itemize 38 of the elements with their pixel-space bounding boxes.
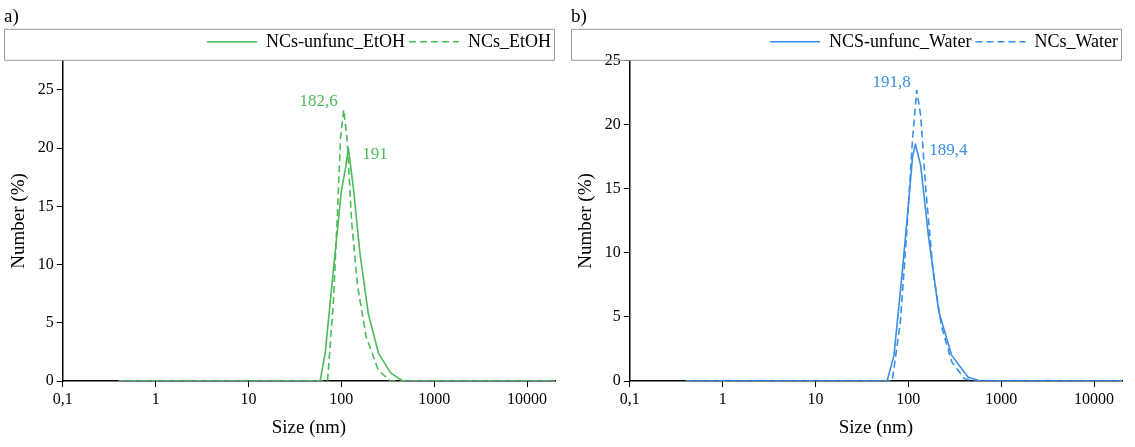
x-axis-title: Size (nm) [271, 415, 347, 438]
annotation: 182,6 [299, 91, 338, 111]
x-tick-label: 10000 [507, 389, 548, 407]
x-tick-label: 10 [807, 389, 824, 407]
x-tick-label: 100 [329, 389, 354, 407]
chart-title: b) [571, 5, 587, 28]
y-axis-title: Number (%) [574, 173, 597, 269]
x-tick-label: 0,1 [52, 389, 73, 407]
y-tick-label: 25 [604, 51, 621, 68]
x-tick-label: 10000 [1074, 389, 1115, 407]
x-tick-label: 1 [151, 389, 160, 407]
legend-label: NCs-unfunc_EtOH [266, 30, 405, 51]
y-tick-label: 5 [612, 307, 621, 325]
annotation: 191 [362, 143, 388, 163]
x-tick-label: 0,1 [619, 389, 640, 407]
y-axis-title: Number (%) [7, 173, 30, 269]
x-tick-label: 100 [896, 389, 921, 407]
annotation: 189,4 [929, 139, 969, 159]
y-tick-label: 15 [604, 179, 621, 197]
y-tick-label: 5 [45, 312, 54, 330]
x-tick-label: 1 [718, 389, 727, 407]
x-tick-label: 1000 [418, 389, 451, 407]
chart-title: a) [4, 5, 19, 28]
legend-label: NCs_Water [1034, 30, 1119, 51]
annotation: 191,8 [872, 71, 911, 91]
y-tick-label: 15 [37, 196, 54, 214]
y-tick-label: 20 [37, 138, 54, 156]
y-tick-label: 10 [604, 243, 621, 261]
y-tick-label: 0 [45, 371, 54, 389]
x-axis-title: Size (nm) [838, 415, 914, 438]
x-tick-label: 10 [240, 389, 257, 407]
y-tick-label: 10 [37, 254, 54, 272]
legend-label: NCS-unfunc_Water [828, 30, 972, 51]
x-tick-label: 1000 [985, 389, 1018, 407]
y-tick-label: 25 [37, 80, 54, 98]
y-tick-label: 0 [612, 371, 621, 389]
legend-label: NCs_EtOH [468, 30, 552, 51]
y-tick-label: 20 [604, 115, 621, 133]
